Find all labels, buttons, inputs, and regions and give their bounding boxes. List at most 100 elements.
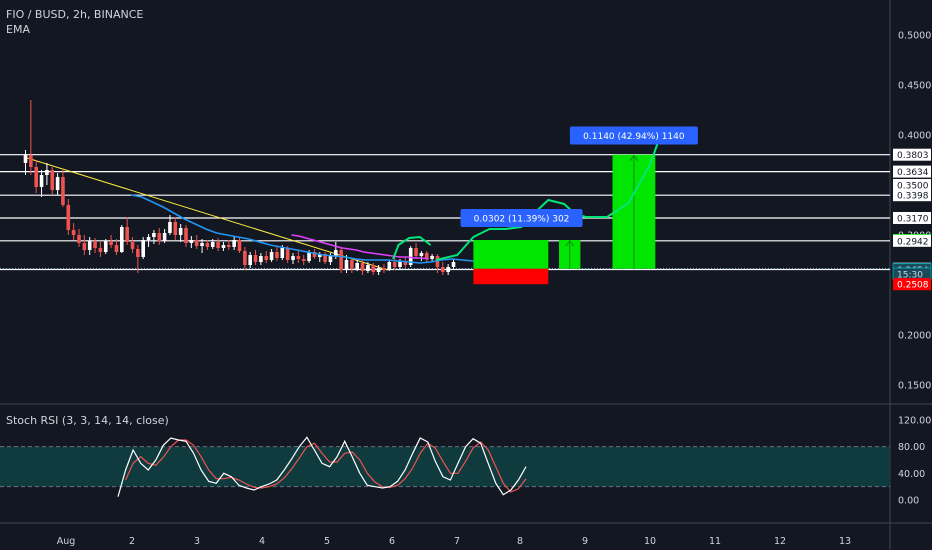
candle-body: [87, 241, 92, 250]
candle-body: [253, 255, 258, 262]
candle-body: [275, 252, 279, 258]
time-tick-label: 5: [324, 536, 330, 547]
candle-body: [210, 242, 215, 247]
candle-body: [339, 250, 343, 270]
candle-body: [285, 248, 290, 260]
price-tick-label: 0.4500: [898, 81, 931, 92]
candle-body: [157, 233, 162, 241]
price-axis-label: [893, 148, 931, 161]
price-axis-label-text: 0.2508: [897, 281, 929, 291]
candle-body: [387, 262, 392, 270]
drawn-curve-entry: [392, 236, 432, 260]
candle-body: [50, 170, 55, 190]
price-axis-label: [893, 179, 931, 191]
candle-body: [430, 256, 434, 259]
candle-body: [23, 155, 28, 163]
candle-body: [248, 255, 252, 265]
candle-body: [312, 252, 317, 257]
candle-body: [328, 256, 333, 262]
time-tick-label: 2: [129, 536, 135, 547]
price-axis-label: [893, 234, 931, 247]
candle-body: [232, 240, 236, 247]
position-profit-zone: [473, 240, 549, 269]
stoch-tick-label: 80.00: [898, 442, 925, 453]
candle-body: [29, 155, 33, 167]
price-axis-label: [893, 165, 931, 178]
time-tick-label: 13: [839, 536, 851, 547]
candle-body: [125, 227, 129, 242]
candle-body: [392, 262, 397, 267]
stoch-rsi-band: [0, 446, 890, 487]
ema-blue-line: [130, 194, 474, 264]
candle-body: [301, 259, 306, 261]
price-axis-label-text: 0.2942: [897, 237, 929, 247]
price-axis-label-text: 0.3500: [897, 182, 929, 192]
candle-body: [441, 267, 445, 272]
candle-body: [130, 242, 135, 249]
candle-body: [451, 262, 456, 267]
time-tick-label: 10: [644, 536, 656, 547]
stoch-tick-label: 40.00: [898, 469, 925, 480]
candle-body: [34, 167, 38, 187]
stoch-tick-label: 120.00: [898, 416, 931, 427]
candle-body: [264, 256, 269, 260]
candle-body: [178, 228, 183, 235]
price-tick-label: 0.1500: [898, 381, 931, 392]
candle-body: [259, 256, 263, 262]
candle-body: [103, 241, 108, 252]
candle-body: [398, 261, 402, 267]
candle-body: [77, 235, 81, 243]
candle-body: [173, 222, 178, 235]
candle-body: [237, 240, 242, 251]
stoch-tick-label: 0.00: [898, 496, 919, 507]
trendline: [23, 156, 388, 271]
candle-body: [446, 267, 450, 272]
time-tick-label: 9: [582, 536, 588, 547]
candle-body: [344, 260, 349, 270]
position-arrow-head: [565, 240, 575, 247]
price-tick-label: 0.4000: [898, 131, 931, 142]
stoch-k-line: [117, 436, 527, 497]
candle-body: [376, 268, 381, 272]
ema-indicator-label: EMA: [6, 23, 30, 36]
candle-body: [424, 253, 429, 259]
measure-badge-text: 0.1140 (42.94%) 1140: [583, 132, 685, 142]
candle-body: [291, 256, 295, 260]
candle-body: [221, 245, 226, 248]
candle-body: [355, 263, 359, 269]
price-axis-label-text: 0.3398: [897, 192, 929, 202]
price-axis-label: [893, 278, 931, 291]
time-tick-label: 4: [259, 536, 265, 547]
candle-body: [360, 263, 365, 271]
candle-body: [323, 254, 327, 262]
price-axis-label-text: 0.3170: [897, 215, 929, 225]
candle-body: [109, 241, 113, 245]
candle-body: [382, 268, 386, 270]
candle-body: [227, 245, 231, 247]
candle-body: [243, 251, 247, 265]
candle-body: [189, 240, 194, 243]
candle-body: [414, 248, 418, 256]
candle-body: [350, 260, 354, 269]
measure-badge: [460, 209, 583, 227]
candle-body: [280, 248, 285, 258]
time-tick-label: 7: [454, 536, 460, 547]
candle-body: [141, 240, 145, 257]
candle-body: [371, 265, 376, 272]
time-tick-label: 3: [194, 536, 200, 547]
candle-body: [114, 245, 119, 252]
candle-body: [71, 230, 76, 235]
candle-body: [98, 248, 103, 252]
candle-body: [55, 177, 60, 190]
candle-body: [194, 240, 199, 246]
symbol-title: FIO / BUSD, 2h, BINANCE: [6, 8, 144, 21]
ema-pink-line: [291, 234, 429, 260]
price-axis-label: [893, 189, 931, 202]
candle-body: [66, 205, 71, 230]
candle-body: [403, 261, 408, 265]
price-axis-label-text: 0.3634: [897, 168, 929, 178]
time-tick-label: 6: [389, 536, 395, 547]
candle-body: [334, 250, 338, 256]
candle-body: [162, 233, 167, 241]
